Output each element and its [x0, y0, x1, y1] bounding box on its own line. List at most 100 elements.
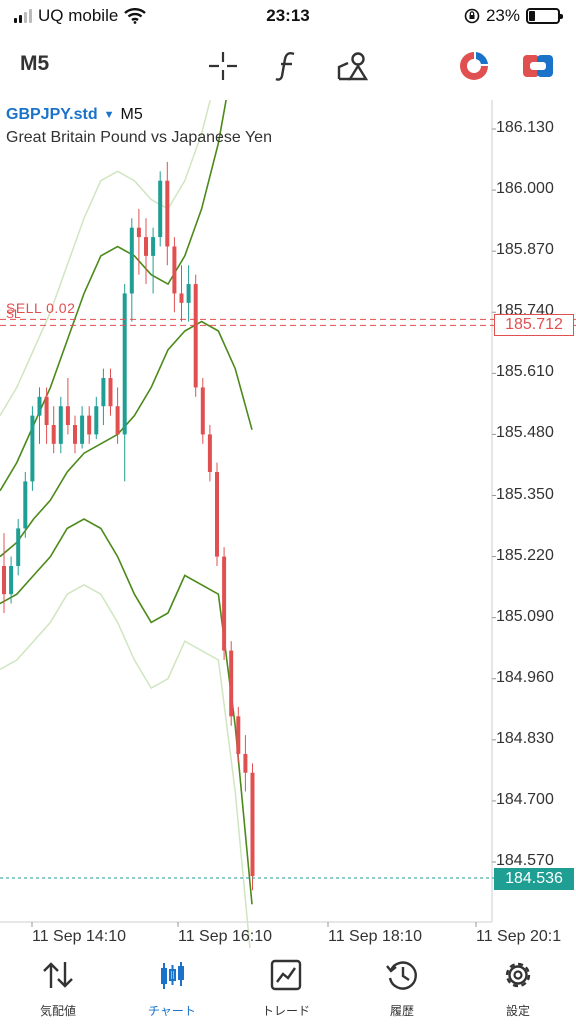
price-tick-label: 184.960 — [496, 668, 554, 686]
price-tick-label: 185.870 — [496, 241, 554, 259]
battery-group: 23% — [464, 6, 563, 26]
bollinger-outer-lower — [0, 583, 251, 948]
candle-body — [136, 227, 141, 238]
candle-body — [215, 472, 219, 557]
candle-body — [65, 406, 70, 426]
candle-body — [229, 650, 234, 717]
tab-label: 気配値 — [39, 1004, 76, 1018]
candle-body — [222, 556, 227, 651]
symbol-name[interactable]: GBPJPY.std — [6, 106, 98, 123]
crosshair-icon[interactable] — [205, 48, 241, 84]
candle-body — [165, 180, 170, 247]
bollinger-upper — [0, 100, 227, 492]
status-bar: UQ mobile 23:13 23% — [0, 0, 576, 34]
candle-body — [2, 565, 6, 595]
candle-body — [200, 387, 205, 435]
candle-body — [115, 406, 120, 435]
time-tick-label: 11 Sep 16:10 — [178, 928, 273, 945]
objects-icon[interactable] — [335, 48, 371, 84]
candle-body — [151, 237, 156, 256]
candle-body — [193, 284, 198, 388]
current-price-tag: 184.536 — [494, 868, 574, 890]
candle-body — [101, 378, 106, 407]
candle-body — [129, 227, 134, 294]
order-label[interactable]: SELL 0.02 — [6, 300, 75, 316]
price-tick-label: 185.090 — [496, 607, 554, 625]
candle-body — [207, 434, 212, 473]
candle-body — [172, 246, 177, 294]
candle-body — [243, 753, 248, 773]
candle-body — [44, 396, 49, 426]
bollinger-lower — [0, 518, 253, 905]
carrier-name: UQ mobile — [38, 6, 119, 25]
symbol-dropdown-icon[interactable]: ▼ — [103, 109, 115, 121]
candle-body — [51, 425, 56, 444]
price-tick-label: 186.000 — [496, 180, 554, 198]
price-tick-label: 185.220 — [496, 546, 554, 564]
time-tick-label: 11 Sep 20:1 — [476, 928, 562, 945]
order-price-tag: 185.712 — [494, 314, 574, 336]
bollinger-outer-upper — [0, 100, 211, 416]
candle-body — [122, 293, 127, 435]
candle-body — [94, 406, 99, 435]
order-type: SELL 0.02 — [6, 300, 76, 316]
candle-body — [73, 425, 77, 444]
candle-body — [16, 528, 21, 566]
wifi-icon — [124, 8, 147, 24]
tab-chart[interactable]: チャート — [122, 958, 222, 1019]
price-chart[interactable] — [0, 100, 576, 948]
tab-quotes[interactable]: 気配値 — [8, 958, 108, 1019]
chart-canvas[interactable] — [0, 100, 576, 948]
tab-label: 履歴 — [389, 1004, 414, 1018]
price-tick-label: 185.610 — [496, 363, 554, 381]
carrier-group: UQ mobile — [14, 6, 147, 26]
candle-body — [236, 716, 241, 754]
function-icon[interactable] — [270, 48, 306, 84]
candle-body — [250, 772, 255, 877]
candle-body — [58, 406, 63, 444]
candle-body — [9, 565, 14, 595]
tab-label: 設定 — [505, 1004, 530, 1018]
candle-body — [108, 378, 113, 407]
price-tick-label: 186.130 — [496, 119, 554, 136]
tab-label: チャート — [148, 1004, 196, 1018]
bottom-tab-bar: 気配値 チャート トレード 履歴 設定 — [0, 950, 576, 1024]
tab-history[interactable]: 履歴 — [352, 958, 452, 1019]
clock: 23:13 — [266, 6, 310, 25]
tab-settings[interactable]: 設定 — [468, 958, 568, 1019]
candle-body — [37, 396, 42, 416]
price-tick-label: 184.830 — [496, 729, 554, 747]
timeframe-button[interactable]: M5 — [20, 52, 50, 75]
battery-icon — [526, 8, 563, 24]
one-click-icon[interactable] — [520, 48, 556, 84]
candle-body — [186, 284, 191, 303]
trade-icon — [236, 958, 336, 992]
symbol-description: Great Britain Pound vs Japanese Yen — [6, 129, 272, 146]
price-tick-label: 184.700 — [496, 790, 554, 808]
orientation-lock-icon — [464, 8, 480, 24]
chart-title: GBPJPY.std ▼ M5 — [6, 106, 143, 124]
time-tick-label: 11 Sep 14:10 — [32, 928, 127, 945]
price-tick-label: 185.480 — [496, 424, 554, 442]
trade-circle-icon[interactable] — [456, 48, 492, 84]
chart-timeframe: M5 — [120, 106, 143, 123]
candle-body — [158, 180, 163, 238]
tab-trade[interactable]: トレード — [236, 958, 336, 1019]
history-icon — [352, 958, 452, 992]
signal-icon — [14, 9, 32, 23]
quotes-icon — [8, 958, 108, 992]
settings-icon — [468, 958, 568, 992]
candle-body — [87, 415, 92, 435]
battery-percent: 23% — [485, 6, 520, 25]
candle-body — [30, 415, 35, 482]
price-tick-label: 185.350 — [496, 485, 554, 503]
tab-label: トレード — [261, 1004, 310, 1018]
candle-body — [144, 237, 148, 256]
candle-body — [23, 481, 28, 529]
chart-icon — [122, 958, 222, 992]
sl-label: SL — [6, 307, 21, 321]
time-tick-label: 11 Sep 18:10 — [328, 928, 423, 945]
candle-body — [80, 415, 85, 444]
price-tick-label: 184.570 — [496, 852, 554, 869]
candle-body — [179, 293, 184, 303]
